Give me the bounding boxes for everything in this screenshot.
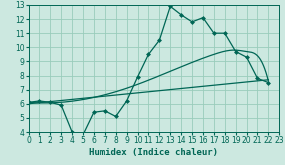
- X-axis label: Humidex (Indice chaleur): Humidex (Indice chaleur): [89, 148, 218, 157]
